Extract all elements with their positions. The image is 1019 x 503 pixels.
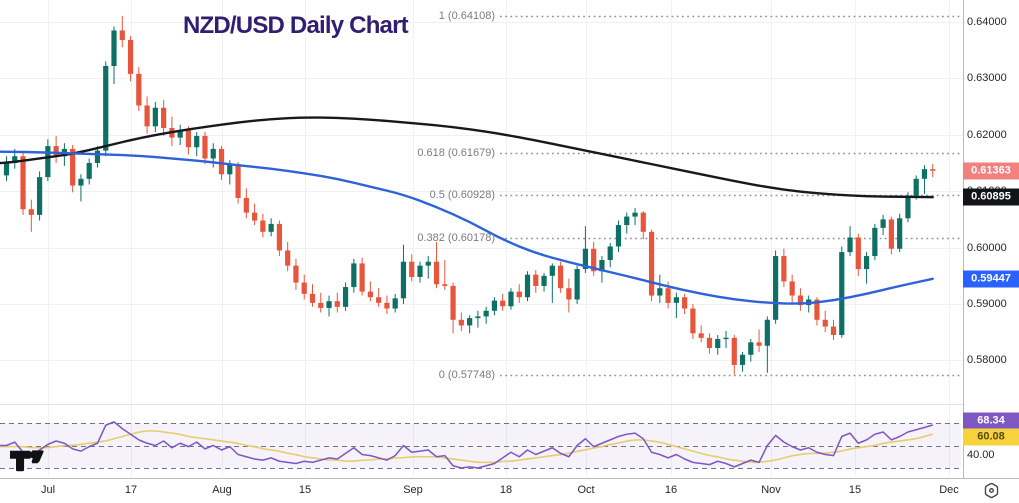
time-axis-label: Dec: [939, 484, 959, 496]
chart-title: NZD/USD Daily Chart: [183, 12, 409, 39]
fib-level-label[interactable]: 0.5 (0.60928): [429, 189, 495, 202]
time-axis-label: 17: [124, 484, 138, 496]
tradingview-logo[interactable]: [10, 450, 44, 472]
price-axis-label: 0.64000: [967, 16, 1007, 28]
price-axis-label: 0.60000: [967, 241, 1007, 254]
time-axis-label: 15: [848, 484, 862, 496]
rsi-ma-line[interactable]: [0, 430, 933, 464]
last-price-badge: 0.61363: [963, 162, 1019, 180]
time-axis-label: Aug: [212, 484, 232, 496]
ma-black-value-badge: 0.60895: [963, 188, 1019, 206]
time-axis-label: Nov: [761, 484, 781, 496]
price-axis-label: 0.63000: [967, 72, 1007, 85]
fib-level-label[interactable]: 0.382 (0.60178): [417, 231, 495, 244]
time-axis-label: 15: [298, 484, 312, 496]
price-axis-label: 0.58000: [967, 354, 1007, 367]
grid-lines: [0, 0, 963, 477]
fib-level-label[interactable]: 1 (0.64108): [438, 9, 495, 22]
time-axis-label: Sep: [403, 484, 423, 496]
candlestick-series[interactable]: [3, 15, 936, 375]
time-axis-label: 18: [499, 484, 513, 496]
rsi-axis-label: 40.00: [967, 449, 995, 461]
rsi-value-badge: 68.34: [963, 412, 1019, 430]
fib-level-label[interactable]: 0.618 (0.61679): [417, 146, 495, 159]
ma-blue-line[interactable]: [0, 150, 934, 305]
ma-blue-value-badge: 0.59447: [963, 270, 1019, 288]
time-axis-label: 16: [664, 484, 678, 496]
time-axis-label: Jul: [40, 484, 56, 496]
price-axis-label: 0.59000: [967, 298, 1007, 310]
rsi-line[interactable]: [0, 421, 933, 469]
time-axis-label: Oct: [577, 484, 595, 496]
rsi-band: [0, 423, 961, 468]
rsi-ma-value-badge: 60.08: [963, 428, 1019, 446]
price-axis-label: 0.62000: [967, 128, 1007, 141]
rsi-level-lines: [0, 423, 961, 469]
fib-level-label[interactable]: 0 (0.57748): [438, 368, 495, 381]
fib-retracement-lines[interactable]: [500, 15, 961, 377]
axis-settings-gear-icon[interactable]: [983, 482, 1003, 502]
ma-black-line[interactable]: [0, 116, 934, 199]
